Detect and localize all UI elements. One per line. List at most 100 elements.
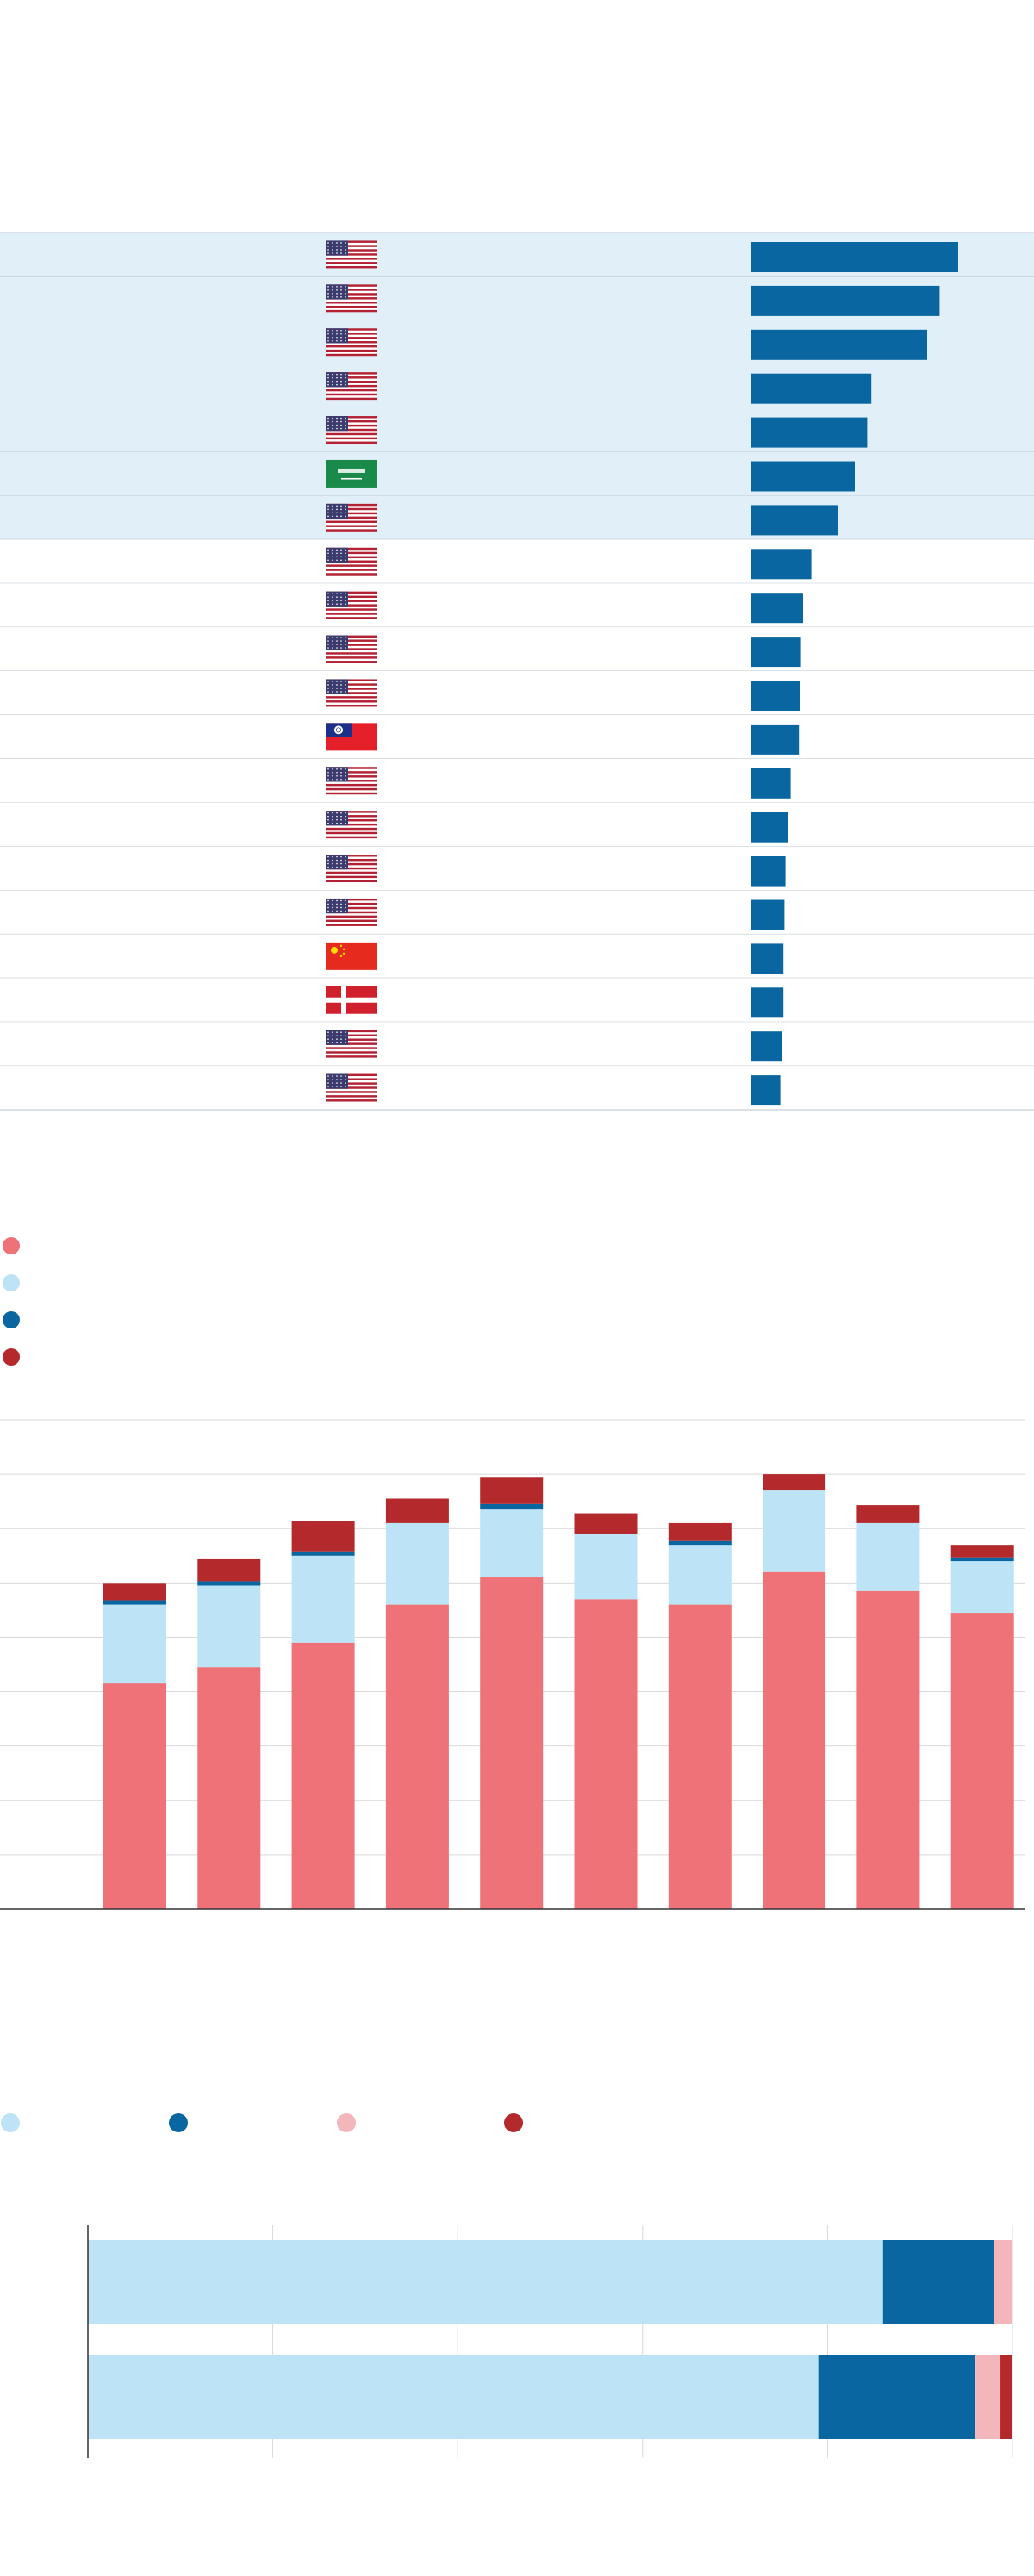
- value-bar: [751, 1031, 782, 1062]
- bar-segment: [668, 1540, 732, 1546]
- value-bar: [751, 1075, 781, 1106]
- bar-segment: [103, 1583, 166, 1601]
- table-row: [0, 671, 1034, 716]
- hbar-stack: [88, 2355, 1012, 2439]
- value-bar: [751, 637, 801, 668]
- value-bar: [751, 593, 803, 624]
- value-bar: [751, 856, 786, 887]
- bar-segment: [818, 2355, 976, 2439]
- bar-segment: [668, 1522, 732, 1541]
- bar-segment: [763, 1490, 826, 1572]
- table-row: [0, 364, 1034, 409]
- denmark-flag-icon: [326, 986, 377, 1014]
- legend-dot-4: [504, 2113, 523, 2132]
- table-row: [0, 890, 1034, 935]
- table-row: [0, 451, 1034, 496]
- row-background: [0, 495, 1034, 540]
- bar-segment: [1000, 2355, 1012, 2439]
- bar-segment: [950, 1561, 1014, 1614]
- table-row: [0, 495, 1034, 540]
- table-row: [0, 846, 1034, 891]
- value-bar: [751, 417, 868, 448]
- value-bar: [751, 768, 791, 799]
- bar-segment: [197, 1558, 261, 1582]
- bar-segment: [574, 1534, 638, 1600]
- table-row: [0, 583, 1034, 628]
- table-row: [0, 408, 1034, 452]
- row-background: [0, 583, 1034, 628]
- bar-segment: [882, 2240, 994, 2324]
- value-bar: [751, 812, 788, 843]
- us-flag-icon: [326, 1030, 377, 1058]
- us-flag-icon: [326, 855, 377, 883]
- table-row: [0, 1022, 1034, 1067]
- bar-segment: [197, 1667, 261, 1909]
- table-row: [0, 1066, 1034, 1111]
- legend-dot-3: [337, 2113, 356, 2132]
- ranking-table-svg: [0, 232, 1034, 1111]
- value-bar: [751, 242, 958, 272]
- row-background: [0, 364, 1034, 408]
- bar-segment: [763, 1474, 826, 1491]
- hbar-stack: [88, 2240, 1012, 2324]
- bar-segment: [668, 1604, 732, 1909]
- row-background: [0, 1066, 1034, 1110]
- bar-segment: [480, 1477, 544, 1504]
- value-bar: [751, 329, 927, 360]
- china-flag-icon: [326, 942, 377, 970]
- bar-segment: [103, 1683, 166, 1909]
- bar-stack: [574, 1513, 638, 1909]
- table-row: [0, 978, 1034, 1023]
- bar-segment: [950, 1613, 1014, 1909]
- value-bar: [751, 681, 800, 711]
- bar-stack: [950, 1545, 1014, 1909]
- table-row: [0, 758, 1034, 804]
- row-background: [0, 408, 1034, 452]
- legend-dot-3: [3, 1311, 20, 1328]
- bar-segment: [574, 1599, 638, 1909]
- bar-segment: [385, 1498, 449, 1523]
- ranking-table: [0, 0, 1034, 1120]
- row-background: [0, 1022, 1034, 1067]
- bar-segment: [385, 1522, 449, 1605]
- bar-segment: [197, 1581, 261, 1586]
- bar-stack: [480, 1477, 544, 1909]
- bar-segment: [994, 2240, 1012, 2324]
- us-flag-icon: [326, 328, 377, 357]
- us-flag-icon: [326, 679, 377, 707]
- bar-segment: [88, 2240, 883, 2324]
- us-flag-icon: [326, 1073, 377, 1102]
- table-row: [0, 627, 1034, 672]
- value-bar: [751, 549, 812, 580]
- bar-segment: [480, 1509, 544, 1578]
- bar-segment: [480, 1503, 544, 1510]
- stacked-bar-chart-svg: [0, 1237, 1025, 1910]
- bar-stack: [291, 1521, 355, 1909]
- bar-segment: [975, 2355, 1001, 2439]
- bar-segment: [291, 1642, 355, 1909]
- value-bar: [751, 505, 838, 536]
- us-flag-icon: [326, 898, 377, 926]
- bar-segment: [950, 1557, 1014, 1562]
- bar-stack: [668, 1522, 732, 1909]
- bar-segment: [291, 1551, 355, 1556]
- us-flag-icon: [326, 591, 377, 619]
- value-bar: [751, 943, 784, 974]
- value-bar: [751, 724, 800, 755]
- value-bar: [751, 373, 872, 404]
- bar-segment: [574, 1513, 638, 1534]
- table-row: [0, 802, 1034, 848]
- saudi-flag-icon: [326, 459, 377, 488]
- horizontal-bar-chart-svg: [1, 2113, 1013, 2458]
- us-flag-icon: [326, 635, 377, 663]
- bar-segment: [856, 1522, 920, 1591]
- horizontal-stacked-bar-chart: [0, 2050, 1034, 2533]
- legend-dot-1: [3, 1237, 20, 1254]
- row-background: [0, 671, 1034, 715]
- legend-dot-2: [169, 2113, 188, 2132]
- bar-segment: [856, 1505, 920, 1523]
- bar-segment: [480, 1577, 544, 1909]
- stacked-bar-chart: [0, 1206, 1034, 1964]
- us-flag-icon: [326, 547, 377, 576]
- row-background: [0, 890, 1034, 935]
